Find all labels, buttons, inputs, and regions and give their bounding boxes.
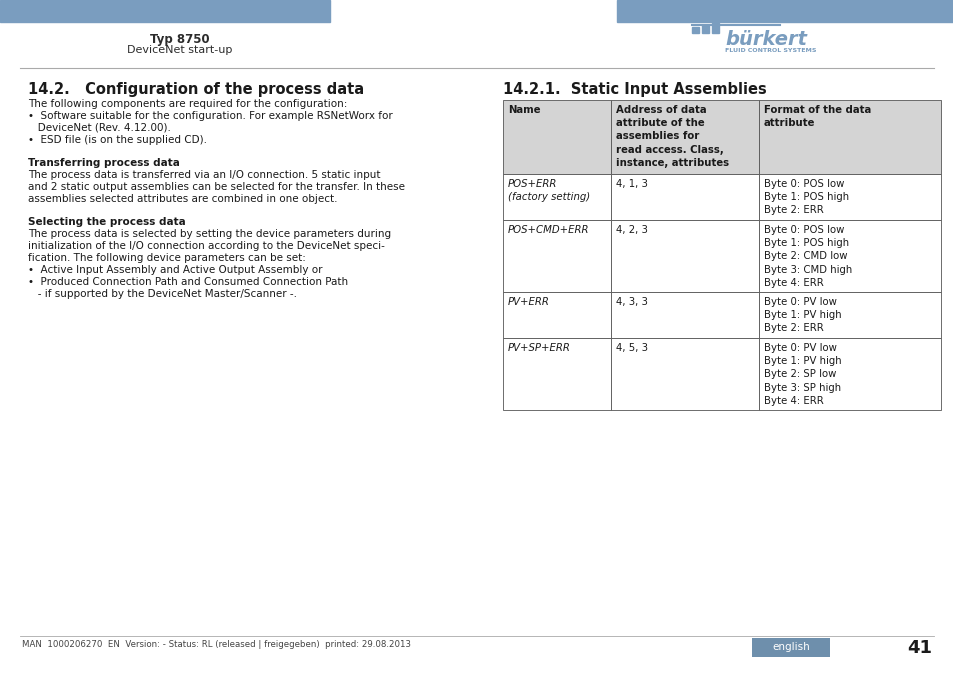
Bar bbox=[617, 0, 953, 22]
Text: Typ 8750: Typ 8750 bbox=[150, 33, 210, 46]
Text: PV+ERR: PV+ERR bbox=[507, 297, 549, 307]
Text: - if supported by the DeviceNet Master/Scanner -.: - if supported by the DeviceNet Master/S… bbox=[28, 289, 296, 299]
Text: FLUID CONTROL SYSTEMS: FLUID CONTROL SYSTEMS bbox=[724, 48, 816, 53]
Text: DeviceNet (Rev. 4.12.00).: DeviceNet (Rev. 4.12.00). bbox=[28, 123, 171, 133]
Bar bbox=[759, 292, 940, 338]
Text: Name: Name bbox=[507, 105, 540, 115]
Bar bbox=[610, 220, 759, 292]
Bar bbox=[0, 0, 330, 22]
Bar bbox=[711, 23, 719, 33]
Bar bbox=[751, 638, 829, 657]
Text: The process data is selected by setting the device parameters during: The process data is selected by setting … bbox=[28, 229, 391, 239]
Bar bbox=[701, 25, 708, 33]
Text: english: english bbox=[771, 643, 809, 653]
Text: The process data is transferred via an I/O connection. 5 static input: The process data is transferred via an I… bbox=[28, 170, 380, 180]
Bar bbox=[759, 174, 940, 220]
Text: and 2 static output assemblies can be selected for the transfer. In these: and 2 static output assemblies can be se… bbox=[28, 182, 405, 192]
Text: POS+ERR
(factory setting): POS+ERR (factory setting) bbox=[507, 179, 590, 202]
Text: Byte 0: POS low
Byte 1: POS high
Byte 2: CMD low
Byte 3: CMD high
Byte 4: ERR: Byte 0: POS low Byte 1: POS high Byte 2:… bbox=[763, 225, 851, 288]
Bar bbox=[502, 292, 610, 338]
Text: •  Software suitable for the configuration. For example RSNetWorx for: • Software suitable for the configuratio… bbox=[28, 111, 393, 121]
Bar bbox=[610, 174, 759, 220]
Text: •  Active Input Assembly and Active Output Assembly or: • Active Input Assembly and Active Outpu… bbox=[28, 264, 322, 275]
Text: •  Produced Connection Path and Consumed Connection Path: • Produced Connection Path and Consumed … bbox=[28, 277, 348, 287]
Bar bbox=[502, 100, 610, 174]
Text: DeviceNet start-up: DeviceNet start-up bbox=[127, 45, 233, 55]
Text: assemblies selected attributes are combined in one object.: assemblies selected attributes are combi… bbox=[28, 194, 337, 204]
Bar bbox=[610, 338, 759, 410]
Bar bbox=[502, 174, 610, 220]
Text: MAN  1000206270  EN  Version: - Status: RL (released | freigegeben)  printed: 29: MAN 1000206270 EN Version: - Status: RL … bbox=[22, 640, 411, 649]
Text: 14.2.1.  Static Input Assemblies: 14.2.1. Static Input Assemblies bbox=[502, 82, 766, 97]
Text: bürkert: bürkert bbox=[724, 30, 806, 49]
Bar bbox=[691, 27, 699, 33]
Text: Selecting the process data: Selecting the process data bbox=[28, 217, 186, 227]
Text: 4, 5, 3: 4, 5, 3 bbox=[616, 343, 647, 353]
Bar bbox=[759, 100, 940, 174]
Text: 4, 3, 3: 4, 3, 3 bbox=[616, 297, 647, 307]
Text: 41: 41 bbox=[906, 639, 931, 657]
Text: Byte 0: POS low
Byte 1: POS high
Byte 2: ERR: Byte 0: POS low Byte 1: POS high Byte 2:… bbox=[763, 179, 848, 215]
Bar bbox=[610, 100, 759, 174]
Text: fication. The following device parameters can be set:: fication. The following device parameter… bbox=[28, 252, 306, 262]
Bar bbox=[759, 220, 940, 292]
Bar bbox=[502, 220, 610, 292]
Text: Byte 0: PV low
Byte 1: PV high
Byte 2: ERR: Byte 0: PV low Byte 1: PV high Byte 2: E… bbox=[763, 297, 841, 333]
Bar bbox=[759, 338, 940, 410]
Text: POS+CMD+ERR: POS+CMD+ERR bbox=[507, 225, 589, 235]
Text: PV+SP+ERR: PV+SP+ERR bbox=[507, 343, 570, 353]
Text: Format of the data
attribute: Format of the data attribute bbox=[763, 105, 870, 128]
Bar bbox=[502, 338, 610, 410]
Text: Address of data
attribute of the
assemblies for
read access. Class,
instance, at: Address of data attribute of the assembl… bbox=[616, 105, 728, 168]
Text: initialization of the I/O connection according to the DeviceNet speci-: initialization of the I/O connection acc… bbox=[28, 241, 384, 250]
Text: 4, 2, 3: 4, 2, 3 bbox=[616, 225, 647, 235]
Text: Transferring process data: Transferring process data bbox=[28, 157, 180, 168]
Text: Byte 0: PV low
Byte 1: PV high
Byte 2: SP low
Byte 3: SP high
Byte 4: ERR: Byte 0: PV low Byte 1: PV high Byte 2: S… bbox=[763, 343, 841, 406]
Bar bbox=[610, 292, 759, 338]
Text: 14.2.   Configuration of the process data: 14.2. Configuration of the process data bbox=[28, 82, 364, 97]
Text: The following components are required for the configuration:: The following components are required fo… bbox=[28, 99, 347, 109]
Text: •  ESD file (is on the supplied CD).: • ESD file (is on the supplied CD). bbox=[28, 135, 207, 145]
Text: 4, 1, 3: 4, 1, 3 bbox=[616, 179, 647, 189]
